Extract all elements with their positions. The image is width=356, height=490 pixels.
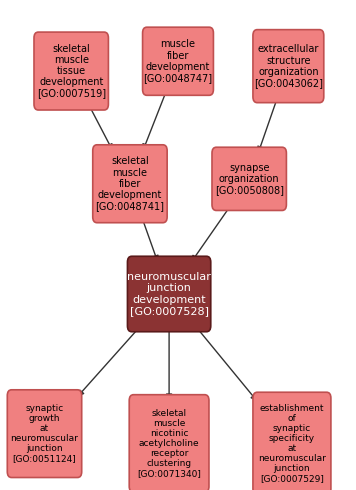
FancyBboxPatch shape	[142, 27, 213, 95]
Text: extracellular
structure
organization
[GO:0043062]: extracellular structure organization [GO…	[254, 45, 323, 88]
Text: skeletal
muscle
fiber
development
[GO:0048741]: skeletal muscle fiber development [GO:00…	[95, 156, 164, 211]
FancyBboxPatch shape	[129, 395, 209, 490]
FancyBboxPatch shape	[93, 145, 167, 222]
Text: synaptic
growth
at
neuromuscular
junction
[GO:0051124]: synaptic growth at neuromuscular junctio…	[11, 404, 78, 463]
FancyBboxPatch shape	[212, 147, 286, 211]
Text: establishment
of
synaptic
specificity
at
neuromuscular
junction
[GO:0007529]: establishment of synaptic specificity at…	[258, 404, 326, 483]
FancyBboxPatch shape	[7, 390, 82, 477]
Text: neuromuscular
junction
development
[GO:0007528]: neuromuscular junction development [GO:0…	[127, 272, 211, 316]
FancyBboxPatch shape	[127, 256, 211, 332]
FancyBboxPatch shape	[253, 29, 324, 103]
FancyBboxPatch shape	[34, 32, 108, 110]
Text: synapse
organization
[GO:0050808]: synapse organization [GO:0050808]	[215, 163, 284, 195]
FancyBboxPatch shape	[253, 392, 331, 490]
Text: muscle
fiber
development
[GO:0048747]: muscle fiber development [GO:0048747]	[143, 40, 213, 83]
Text: skeletal
muscle
tissue
development
[GO:0007519]: skeletal muscle tissue development [GO:0…	[37, 44, 106, 98]
Text: skeletal
muscle
nicotinic
acetylcholine
receptor
clustering
[GO:0071340]: skeletal muscle nicotinic acetylcholine …	[137, 409, 201, 478]
